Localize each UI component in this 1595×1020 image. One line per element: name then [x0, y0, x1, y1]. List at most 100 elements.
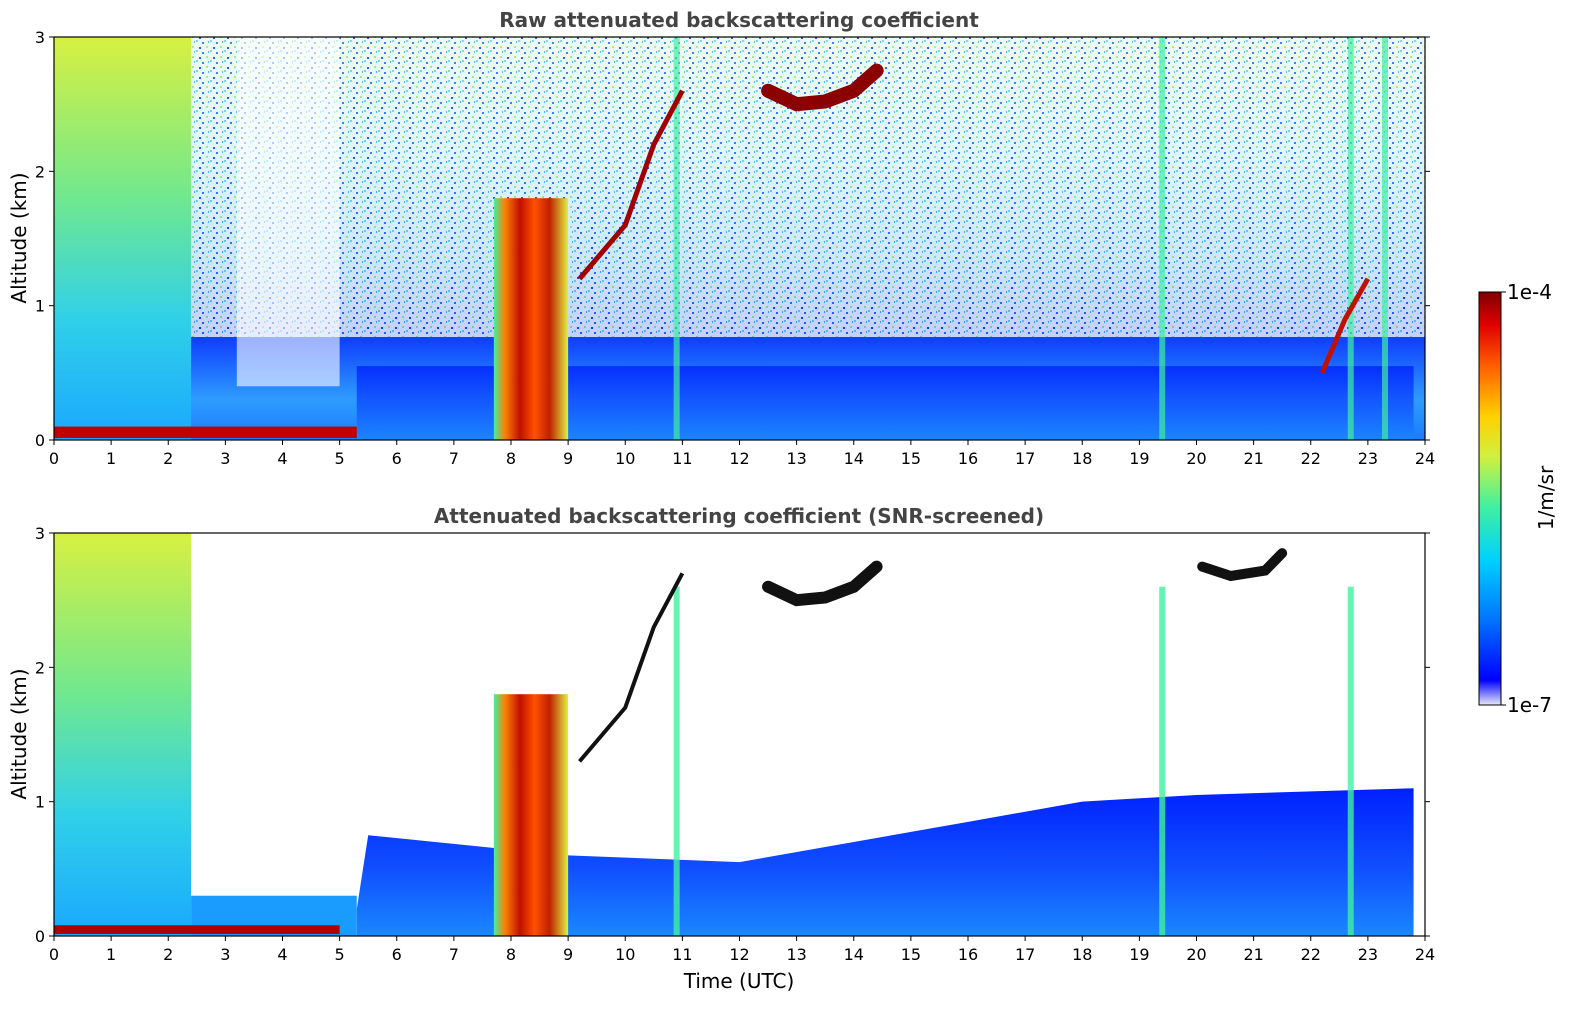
snr-x-tick-label: 23 — [1358, 945, 1378, 964]
raw-x-tick-label: 11 — [672, 449, 692, 468]
raw-x-tick-label: 18 — [1072, 449, 1092, 468]
snr-x-tick-label: 10 — [615, 945, 635, 964]
snr-dense-column — [493, 694, 569, 936]
raw-early-signal-block — [54, 37, 192, 440]
raw-x-tick-label: 16 — [958, 449, 978, 468]
snr-x-tick-label: 20 — [1186, 945, 1206, 964]
snr-y-tick-label: 3 — [35, 524, 45, 543]
raw-x-tick-label: 6 — [392, 449, 402, 468]
snr-heatmap — [54, 533, 1425, 936]
snr-x-tick-label: 16 — [958, 945, 978, 964]
snr-y-axis: 0 1 2 3 — [35, 524, 1430, 946]
raw-x-axis: 0 1 2 3 4 5 6 7 8 9 10 11 12 13 14 15 16 17 18 19 20 21 22 23 24 — [49, 440, 1435, 468]
raw-late-cloud — [1319, 277, 1371, 374]
raw-x-tick-label: 3 — [220, 449, 230, 468]
raw-x-tick-label: 0 — [49, 449, 59, 468]
snr-x-tick-label: 24 — [1415, 945, 1435, 964]
raw-x-tick-label: 5 — [335, 449, 345, 468]
raw-dense-column — [493, 198, 569, 440]
snr-x-tick-label: 8 — [506, 945, 516, 964]
snr-boundary-layer — [356, 788, 1414, 936]
snr-x-tick-label: 21 — [1243, 945, 1263, 964]
raw-narrow-column — [1382, 37, 1389, 440]
snr-narrow-column — [673, 586, 680, 936]
raw-x-tick-label: 15 — [901, 449, 921, 468]
raw-surface-layer — [54, 426, 357, 438]
colorbar-max-label: 1e-4 — [1507, 280, 1552, 304]
raw-low-signal-gap — [236, 37, 340, 387]
raw-y-tick-label: 0 — [35, 431, 45, 450]
raw-x-tick-label: 12 — [729, 449, 749, 468]
raw-x-tick-label: 10 — [615, 449, 635, 468]
raw-narrow-column — [1159, 37, 1166, 440]
raw-x-tick-label: 22 — [1301, 449, 1321, 468]
raw-heatmap — [54, 37, 1425, 440]
snr-x-tick-label: 18 — [1072, 945, 1092, 964]
raw-backscatter-panel: Raw attenuated backscattering coefficien… — [7, 8, 1435, 468]
snr-y-tick-label: 1 — [35, 793, 45, 812]
snr-x-tick-label: 11 — [672, 945, 692, 964]
snr-x-tick-label: 15 — [901, 945, 921, 964]
raw-y-tick-label: 1 — [35, 297, 45, 316]
raw-x-tick-label: 13 — [786, 449, 806, 468]
raw-x-tick-label: 21 — [1243, 449, 1263, 468]
snr-x-tick-label: 14 — [844, 945, 864, 964]
snr-x-tick-label: 13 — [786, 945, 806, 964]
raw-high-cloud — [761, 63, 884, 112]
snr-surface-layer — [54, 925, 340, 934]
raw-x-tick-label: 24 — [1415, 449, 1435, 468]
snr-high-cloud-late — [1197, 548, 1288, 582]
snr-x-tick-label: 0 — [49, 945, 59, 964]
snr-x-tick-label: 6 — [392, 945, 402, 964]
raw-narrow-column — [673, 37, 680, 440]
raw-x-tick-label: 9 — [563, 449, 573, 468]
colorbar: 1e-4 1e-7 1/m/sr — [1478, 280, 1558, 717]
snr-screened-panel: Attenuated backscattering coefficient (S… — [7, 504, 1435, 993]
snr-x-axis: 0 1 2 3 4 5 6 7 8 9 10 11 12 13 14 15 16 17 18 19 20 21 22 23 24 — [49, 936, 1435, 964]
raw-x-tick-label: 20 — [1186, 449, 1206, 468]
raw-x-tick-label: 4 — [277, 449, 287, 468]
raw-x-tick-label: 7 — [449, 449, 459, 468]
snr-x-tick-label: 3 — [220, 945, 230, 964]
raw-x-tick-label: 23 — [1358, 449, 1378, 468]
snr-x-tick-label: 2 — [163, 945, 173, 964]
snr-features — [54, 533, 1414, 936]
raw-x-tick-label: 19 — [1129, 449, 1149, 468]
colorbar-gradient — [1478, 291, 1502, 706]
snr-x-tick-label: 12 — [729, 945, 749, 964]
snr-x-tick-label: 5 — [335, 945, 345, 964]
raw-features — [54, 37, 1414, 440]
raw-x-tick-label: 14 — [844, 449, 864, 468]
raw-y-tick-label: 3 — [35, 28, 45, 47]
raw-x-tick-label: 1 — [106, 449, 116, 468]
snr-panel-title: Attenuated backscattering coefficient (S… — [434, 504, 1044, 528]
x-axis-label: Time (UTC) — [683, 969, 795, 993]
raw-rising-cloud — [577, 89, 685, 281]
snr-x-tick-label: 22 — [1301, 945, 1321, 964]
snr-x-tick-label: 9 — [563, 945, 573, 964]
snr-y-tick-label: 0 — [35, 927, 45, 946]
raw-y-tick-label: 2 — [35, 162, 45, 181]
snr-x-tick-label: 1 — [106, 945, 116, 964]
snr-rising-cloud — [578, 572, 685, 763]
raw-x-tick-label: 8 — [506, 449, 516, 468]
colorbar-min-label: 1e-7 — [1507, 693, 1552, 717]
snr-x-tick-label: 7 — [449, 945, 459, 964]
raw-noise-field — [190, 37, 1425, 337]
snr-x-tick-label: 19 — [1129, 945, 1149, 964]
raw-panel-title: Raw attenuated backscattering coefficien… — [499, 8, 979, 32]
snr-x-tick-label: 4 — [277, 945, 287, 964]
snr-x-tick-label: 17 — [1015, 945, 1035, 964]
raw-narrow-column — [1347, 37, 1354, 440]
raw-x-tick-label: 2 — [163, 449, 173, 468]
raw-y-axis: 0 1 2 3 — [35, 28, 1430, 450]
raw-y-axis-label: Altitude (km) — [7, 172, 31, 303]
snr-y-axis-label: Altitude (km) — [7, 668, 31, 799]
snr-narrow-column — [1159, 586, 1166, 936]
snr-high-cloud — [762, 560, 883, 607]
raw-x-tick-label: 17 — [1015, 449, 1035, 468]
snr-narrow-column — [1347, 586, 1354, 936]
snr-early-signal-block — [54, 533, 192, 936]
colorbar-unit-label: 1/m/sr — [1534, 465, 1558, 530]
